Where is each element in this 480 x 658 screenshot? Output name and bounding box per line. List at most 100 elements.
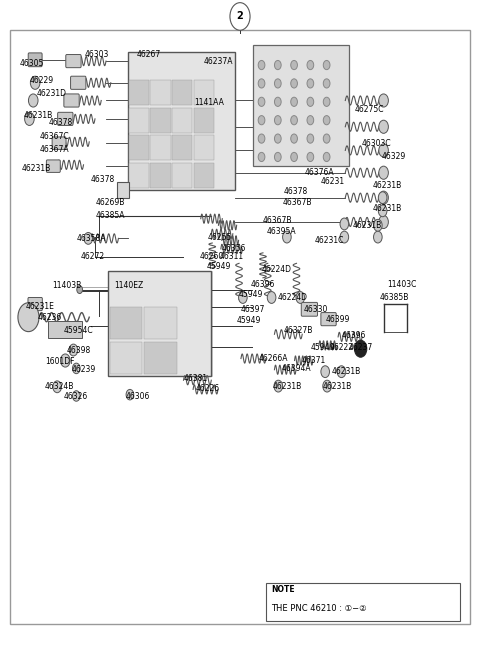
Circle shape [275, 97, 281, 107]
Circle shape [307, 116, 314, 125]
Circle shape [291, 116, 298, 125]
Text: 46311: 46311 [220, 252, 244, 261]
Circle shape [18, 303, 39, 332]
Text: 46226: 46226 [196, 384, 220, 393]
Text: NOTE: NOTE [271, 585, 295, 594]
Text: 46303C: 46303C [362, 139, 392, 147]
Text: 46231B: 46231B [373, 182, 402, 190]
Circle shape [258, 61, 265, 70]
Circle shape [239, 291, 247, 303]
Circle shape [28, 94, 38, 107]
Circle shape [24, 113, 34, 126]
Text: 46378: 46378 [91, 175, 115, 184]
Text: 46356: 46356 [222, 244, 246, 253]
Circle shape [84, 232, 93, 244]
Text: 45949: 45949 [236, 316, 261, 325]
Circle shape [340, 218, 348, 230]
Circle shape [340, 231, 348, 243]
Circle shape [323, 97, 330, 107]
Circle shape [321, 366, 329, 378]
Bar [110, 307, 143, 339]
Circle shape [291, 61, 298, 70]
FancyBboxPatch shape [47, 160, 60, 172]
Bar [118, 182, 129, 197]
Text: 46269B: 46269B [96, 198, 125, 207]
Bar [172, 108, 192, 133]
FancyBboxPatch shape [64, 94, 79, 107]
Bar [193, 136, 214, 161]
Text: 46381: 46381 [183, 374, 208, 383]
Text: 46358A: 46358A [76, 234, 106, 243]
Text: 46396: 46396 [341, 331, 366, 340]
Circle shape [307, 153, 314, 162]
Circle shape [275, 61, 281, 70]
Text: 46399: 46399 [325, 315, 349, 324]
Text: 46237A: 46237A [204, 57, 234, 66]
Text: 46330: 46330 [303, 305, 327, 314]
Circle shape [379, 215, 388, 228]
Bar [172, 136, 192, 161]
Circle shape [275, 116, 281, 125]
Text: 2: 2 [237, 11, 243, 22]
Text: 46376A: 46376A [305, 168, 334, 177]
Circle shape [323, 116, 330, 125]
Bar [110, 342, 143, 374]
Bar [151, 136, 170, 161]
FancyBboxPatch shape [58, 113, 73, 126]
Text: 46397: 46397 [241, 305, 265, 314]
FancyBboxPatch shape [301, 303, 318, 316]
Text: 46229: 46229 [29, 76, 54, 86]
Text: 45949: 45949 [311, 343, 335, 352]
Text: 46327B: 46327B [284, 326, 313, 336]
Text: 46231C: 46231C [314, 236, 344, 245]
Bar [129, 80, 149, 105]
Circle shape [267, 291, 276, 303]
Bar [193, 163, 214, 188]
Circle shape [72, 363, 80, 374]
Circle shape [275, 79, 281, 88]
Text: 46231B: 46231B [332, 367, 361, 376]
FancyBboxPatch shape [66, 55, 81, 68]
Text: 46385A: 46385A [96, 211, 125, 220]
Circle shape [373, 231, 382, 243]
Circle shape [354, 340, 367, 357]
Text: 46266A: 46266A [258, 354, 288, 363]
Text: 46222: 46222 [330, 343, 354, 352]
Bar [129, 108, 149, 133]
Circle shape [283, 231, 291, 243]
Circle shape [379, 191, 388, 204]
Text: 45949: 45949 [239, 290, 264, 299]
Text: 46396: 46396 [251, 280, 275, 289]
Text: 46326: 46326 [64, 392, 88, 401]
Bar [193, 80, 214, 105]
Circle shape [72, 391, 80, 401]
FancyBboxPatch shape [52, 137, 66, 149]
Circle shape [378, 191, 387, 203]
Text: 46255: 46255 [207, 232, 232, 241]
FancyBboxPatch shape [28, 297, 42, 311]
Bar [48, 321, 82, 338]
Text: 45949: 45949 [206, 262, 231, 271]
Text: 46231D: 46231D [36, 89, 67, 99]
Text: 46378: 46378 [284, 187, 308, 195]
Circle shape [296, 291, 305, 303]
Bar [266, 583, 460, 621]
Bar [108, 271, 211, 376]
Circle shape [323, 61, 330, 70]
Circle shape [337, 366, 346, 378]
Circle shape [258, 97, 265, 107]
Text: 46231B: 46231B [352, 220, 382, 230]
Text: 46267: 46267 [137, 50, 161, 59]
Circle shape [291, 153, 298, 162]
Circle shape [307, 61, 314, 70]
FancyBboxPatch shape [71, 76, 86, 89]
Text: 46329: 46329 [381, 153, 406, 161]
Text: 46305: 46305 [20, 59, 44, 68]
Circle shape [30, 76, 40, 89]
Text: 46231B: 46231B [24, 111, 53, 120]
Text: THE PNC 46210 : ①−②: THE PNC 46210 : ①−② [271, 603, 367, 613]
Circle shape [307, 134, 314, 143]
Circle shape [258, 134, 265, 143]
Text: 46224D: 46224D [262, 265, 291, 274]
Bar [144, 342, 177, 374]
